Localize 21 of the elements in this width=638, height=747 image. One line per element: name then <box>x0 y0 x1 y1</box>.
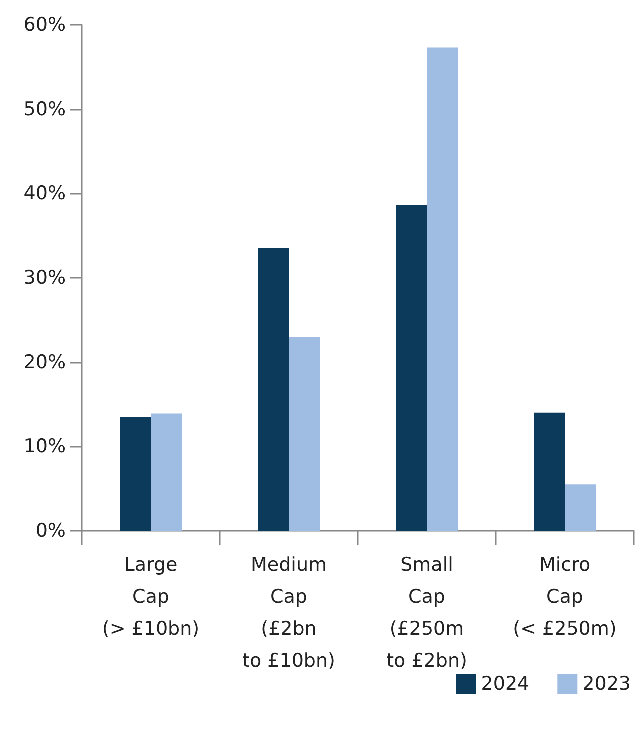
y-tick-label: 30% <box>24 267 66 289</box>
x-tick-label: Micro Cap (< £250m) <box>513 554 617 640</box>
bar <box>120 417 151 531</box>
bar <box>534 412 565 531</box>
y-tick-label: 0% <box>36 520 66 542</box>
x-tick-label: Small Cap (£250m to £2bn) <box>386 554 468 672</box>
bar <box>427 48 458 531</box>
y-tick-label: 40% <box>24 182 66 205</box>
x-tick-label: Medium Cap (£2bn to £10bn) <box>242 554 336 672</box>
legend-label: 2023 <box>582 673 632 695</box>
bar <box>151 414 182 531</box>
bar <box>289 337 320 531</box>
x-tick-label: Large Cap (> £10bn) <box>102 554 200 640</box>
bar <box>565 484 596 531</box>
bar <box>258 248 289 531</box>
y-tick-label: 20% <box>24 351 66 374</box>
y-tick-label: 50% <box>24 98 66 120</box>
y-tick-label: 10% <box>24 436 66 458</box>
legend-label: 2024 <box>481 673 530 695</box>
y-tick-label: 60% <box>24 14 66 36</box>
bar <box>396 205 427 531</box>
